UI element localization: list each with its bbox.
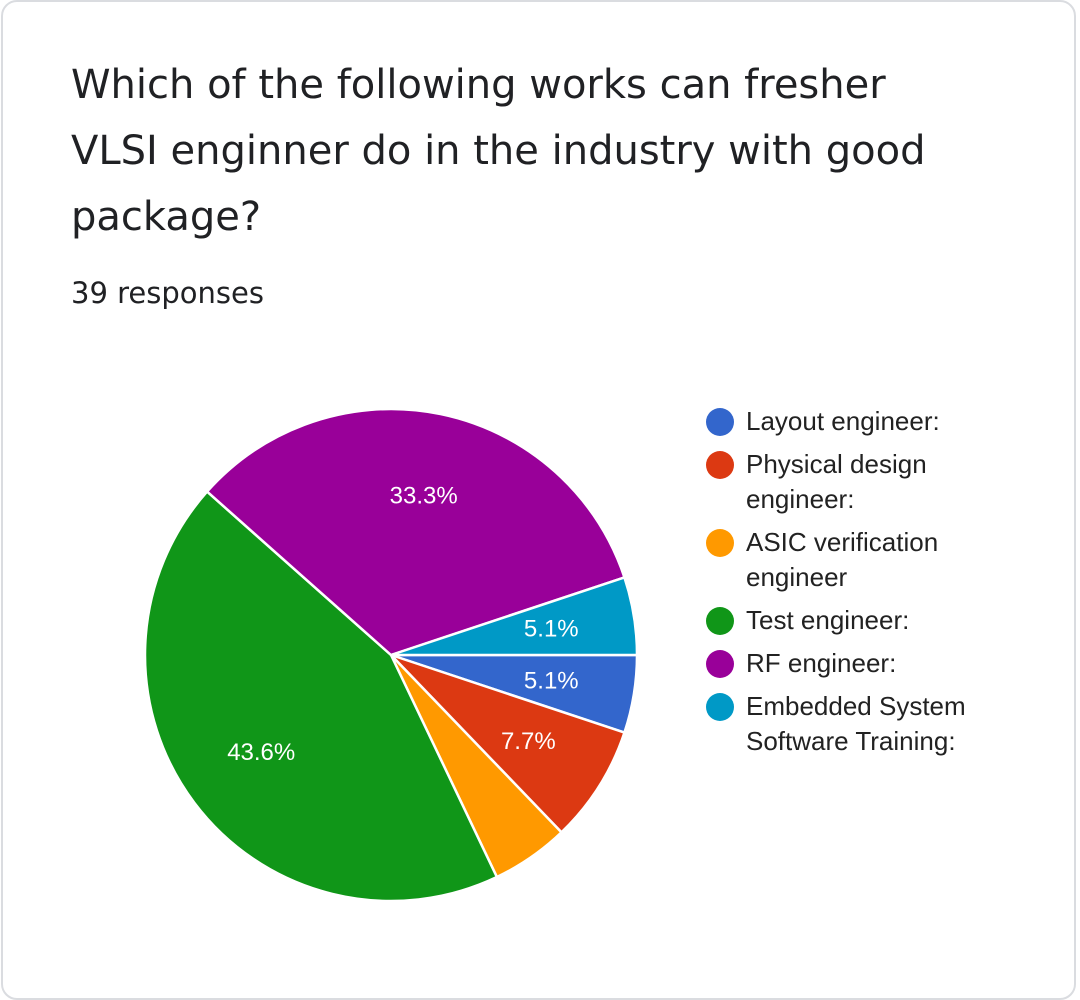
slice-label-rf-engineer: 33.3% [390,482,458,509]
legend-swatch [706,693,734,721]
chart-title: Which of the following works can fresher… [71,62,926,240]
pie-slice-rf-engineer[interactable] [205,407,626,657]
slice-label-embedded-system-software-training: 5.1% [524,616,579,643]
legend-label: RF engineer: [746,648,897,678]
legend-item-embedded-system-software-training[interactable]: Embedded System Software Training: [704,689,1024,759]
legend-label: ASIC verification engineer [746,527,939,592]
legend-item-asic-verification-engineer[interactable]: ASIC verification engineer [704,525,1024,595]
slice-label-physical-design-engineer: 7.7% [501,728,556,755]
legend-swatch [706,650,734,678]
slice-label-test-engineer: 43.6% [227,739,295,766]
legend-item-rf-engineer[interactable]: RF engineer: [704,646,1024,681]
legend-item-test-engineer[interactable]: Test engineer: [704,603,1024,638]
pie-slice-physical-design-engineer[interactable] [389,653,626,834]
legend-label: Physical design engineer: [746,449,927,514]
legend-label: Test engineer: [746,605,910,635]
legend-swatch [706,451,734,479]
legend-item-physical-design-engineer[interactable]: Physical design engineer: [704,447,1024,517]
response-count: 39 responses [71,276,264,310]
legend-label: Layout engineer: [746,406,940,436]
pie-slice-test-engineer[interactable] [143,490,499,903]
legend-swatch [706,607,734,635]
pie-slice-embedded-system-software-training[interactable] [389,576,639,657]
legend-swatch [706,408,734,436]
legend-swatch [706,529,734,557]
legend-label: Embedded System Software Training: [746,691,966,756]
chart-legend: Layout engineer: Physical design engineer… [704,404,1024,767]
legend-item-layout-engineer[interactable]: Layout engineer: [704,404,1024,439]
slice-label-layout-engineer: 5.1% [524,667,579,694]
